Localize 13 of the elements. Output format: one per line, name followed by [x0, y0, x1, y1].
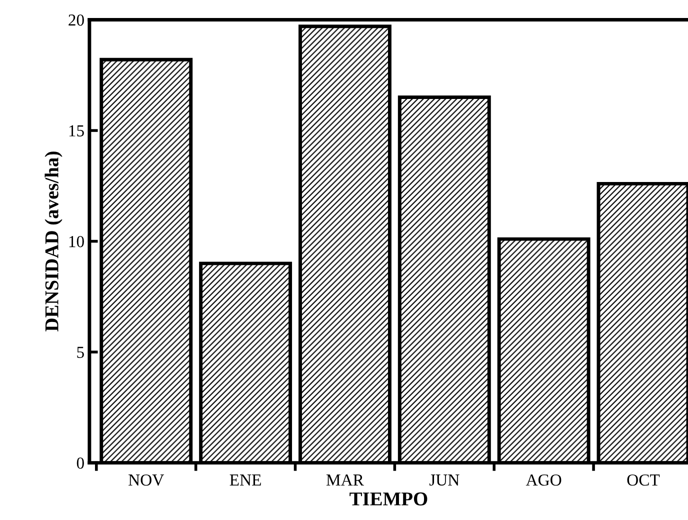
y-axis-title: DENSIDAD (aves/ha): [44, 152, 62, 332]
x-tick-label: MAR: [326, 474, 364, 486]
x-tick-label: JUN: [429, 474, 460, 486]
y-tick-label: 5: [77, 346, 84, 358]
x-tick-label: AGO: [526, 474, 562, 486]
y-tick-label: 10: [69, 236, 84, 248]
x-tick-label: OCT: [627, 474, 660, 486]
y-tick-label: 15: [69, 125, 84, 136]
x-tick-label: ENE: [230, 474, 261, 486]
y-tick-label: 20: [68, 14, 84, 26]
x-tick-label: NOV: [128, 474, 164, 486]
y-tick-label: 0: [76, 458, 84, 469]
x-axis-title: TIEMPO: [350, 492, 428, 506]
